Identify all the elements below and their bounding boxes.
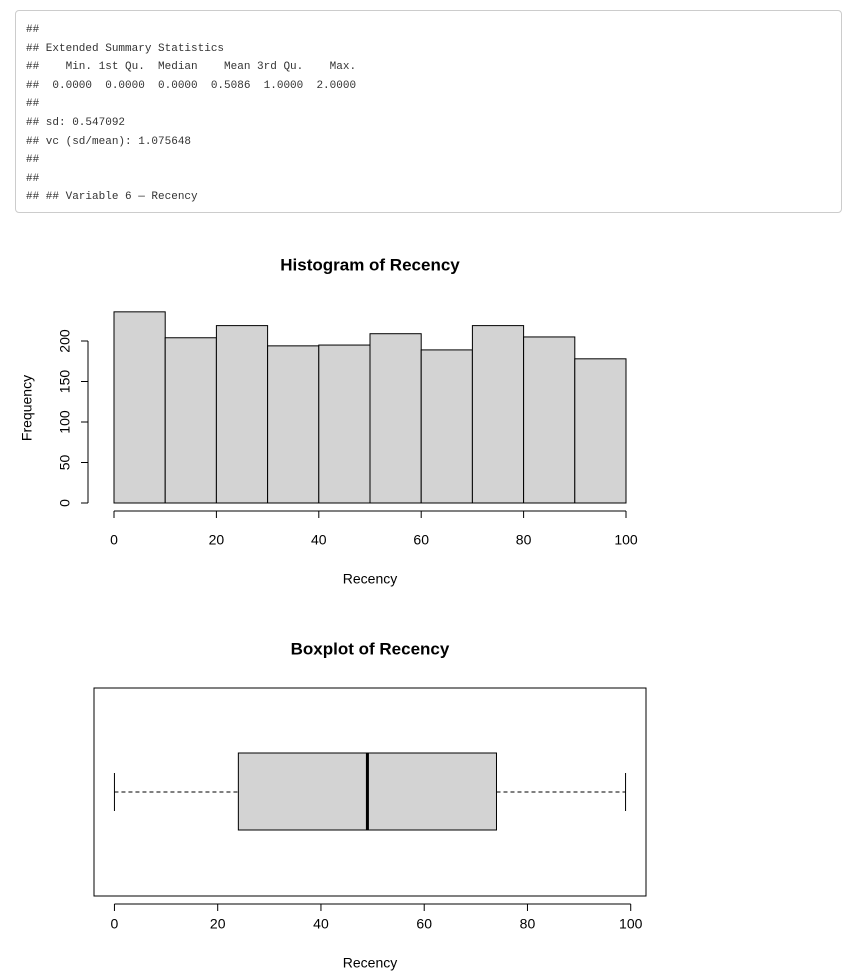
bar [318, 344, 371, 504]
y-tick-label: 150 [57, 370, 73, 394]
bar [574, 358, 627, 504]
x-tick-label: 100 [614, 532, 638, 548]
x-tick-label: 60 [416, 916, 432, 932]
y-tick-label: 200 [57, 329, 73, 353]
bar [471, 325, 525, 504]
console-line: ## [26, 172, 40, 185]
console-line: ## Extended Summary Statistics [26, 42, 225, 55]
bar [267, 345, 320, 504]
console-line: ## Min. 1st Qu. Median Mean 3rd Qu. Max. [26, 61, 363, 74]
x-axis-label: Recency [343, 955, 397, 971]
console-line: ## [26, 154, 40, 167]
bar [113, 311, 166, 504]
x-tick-label: 60 [413, 532, 429, 548]
console-line: ## [26, 98, 40, 111]
x-tick-label: 80 [516, 532, 532, 548]
x-tick-label: 20 [209, 532, 225, 548]
chart-title: Boxplot of Recency [291, 639, 450, 658]
bar [164, 337, 217, 504]
x-axis-label: Recency [343, 571, 397, 587]
x-tick-label: 0 [110, 532, 118, 548]
console-line: ## vc (sd/mean): 1.075648 [26, 135, 192, 148]
y-tick-label: 50 [57, 455, 73, 471]
console-line: ## sd: 0.547092 [26, 116, 126, 129]
x-tick-label: 20 [210, 916, 226, 932]
x-tick-label: 100 [619, 916, 643, 932]
bar [420, 349, 473, 504]
console-output: ## ## Extended Summary Statistics ## Min. … [15, 10, 842, 213]
plot-frame [93, 687, 647, 897]
console-line: ## ## Variable 6 — Recency [26, 191, 198, 204]
console-line: ## [26, 24, 40, 36]
x-tick-label: 40 [313, 916, 329, 932]
y-axis-label: Frequency [19, 375, 35, 441]
chart-title: Histogram of Recency [280, 255, 460, 274]
x-tick-label: 0 [111, 916, 119, 932]
bar [215, 325, 269, 504]
bar [523, 336, 576, 504]
x-tick-label: 40 [311, 532, 327, 548]
console-line: ## 0.0000 0.0000 0.0000 0.5086 1.0000 2.… [26, 79, 363, 92]
y-tick-label: 0 [57, 499, 73, 507]
y-tick-label: 100 [57, 410, 73, 434]
bar [369, 333, 422, 504]
x-tick-label: 80 [520, 916, 536, 932]
